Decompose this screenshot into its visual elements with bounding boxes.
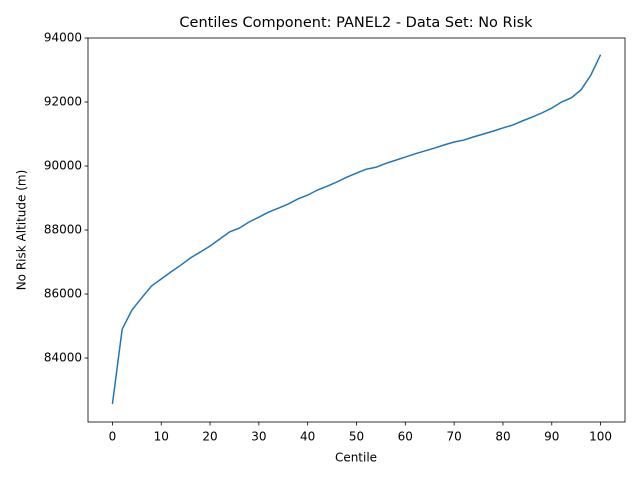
x-axis-label: Centile — [335, 451, 377, 465]
x-tick-label: 70 — [446, 430, 461, 444]
y-tick-label: 88000 — [44, 223, 82, 237]
y-tick-label: 92000 — [44, 95, 82, 109]
x-tick-label: 0 — [109, 430, 117, 444]
plot-frame — [87, 37, 626, 423]
x-tick-label: 20 — [202, 430, 217, 444]
x-tick-label: 90 — [544, 430, 559, 444]
y-tick-label: 86000 — [44, 287, 82, 301]
chart-title: Centiles Component: PANEL2 - Data Set: N… — [179, 15, 533, 31]
x-tick-label: 100 — [589, 430, 612, 444]
x-tick-label: 50 — [349, 430, 364, 444]
line — [111, 54, 602, 405]
x-tick-label: 30 — [251, 430, 266, 444]
x-tick-label: 10 — [154, 430, 169, 444]
y-tick-label: 90000 — [44, 159, 82, 173]
x-tick-label: 40 — [300, 430, 315, 444]
y-axis-label: No Risk Altitude (m) — [15, 170, 29, 291]
x-tick-label: 80 — [495, 430, 510, 444]
y-tick-label: 84000 — [44, 351, 82, 365]
y-tick-label: 94000 — [44, 31, 82, 45]
x-tick-label: 60 — [398, 430, 413, 444]
